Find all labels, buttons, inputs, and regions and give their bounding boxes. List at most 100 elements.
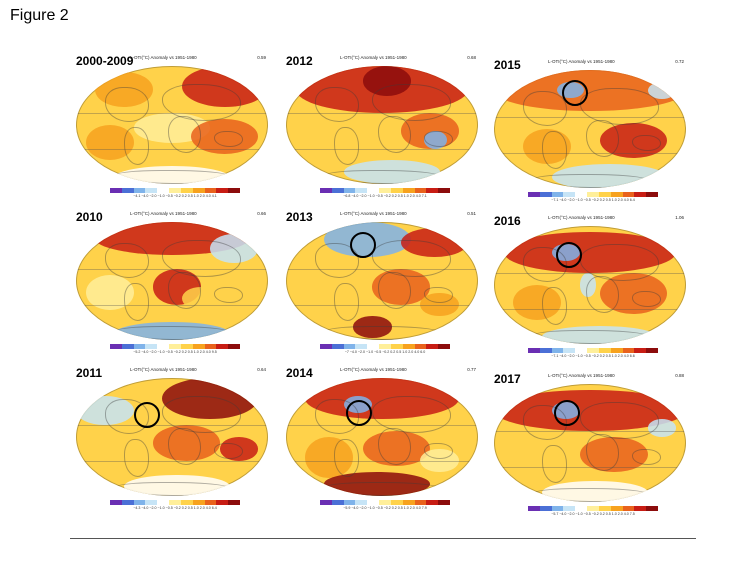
- color-scale-bar: [320, 188, 450, 193]
- color-scale-swatch: [121, 500, 134, 505]
- color-scale-swatch: [646, 506, 658, 511]
- color-scale-swatch: [157, 344, 170, 349]
- continent-outline: [372, 83, 452, 122]
- color-scale-swatch: [610, 506, 623, 511]
- anomaly-map-panel: 2010 L-OTI(°C) Anomaly vs 1951-1980 0.66 −5…: [72, 208, 272, 366]
- color-scale-swatch: [646, 348, 658, 353]
- color-scale-swatch: [204, 500, 217, 505]
- highlight-circle: [556, 242, 582, 268]
- color-scale-swatch: [110, 500, 122, 505]
- color-scale-swatch: [169, 344, 181, 349]
- continent-outline: [586, 433, 619, 471]
- color-scale-swatch: [133, 500, 146, 505]
- map-gridlines: [76, 378, 268, 496]
- panel-global-mean: 0.77: [467, 367, 476, 372]
- color-scale-swatch: [121, 188, 134, 193]
- color-scale-swatch: [610, 192, 623, 197]
- color-scale-swatch: [390, 500, 403, 505]
- panel-year: 2011: [76, 366, 103, 380]
- color-scale-labels: −7.1 −4.0 −2.0 −1.0 −0.5 −0.2 0.2 0.5 1.…: [551, 198, 635, 202]
- color-scale-bar: [320, 500, 450, 505]
- color-scale-swatch: [133, 188, 146, 193]
- color-scale-swatch: [157, 500, 170, 505]
- continent-outline: [580, 401, 660, 440]
- color-scale-swatch: [414, 344, 427, 349]
- map-gridlines: [494, 226, 686, 344]
- color-scale-swatch: [634, 506, 647, 511]
- color-scale-swatch: [438, 500, 450, 505]
- anomaly-map-panel: 2016 L-OTI(°C) Anomaly vs 1951-1980 1.06 −7…: [490, 212, 690, 370]
- color-scale-swatch: [192, 188, 205, 193]
- continent-outline: [324, 325, 442, 340]
- anomaly-map-panel: 2014 L-OTI(°C) Anomaly vs 1951-1980 0.77 −5…: [282, 364, 482, 522]
- color-scale-swatch: [192, 344, 205, 349]
- color-scale-swatch: [563, 506, 576, 511]
- panel-subtitle: L-OTI(°C) Anomaly vs 1951-1980: [340, 55, 407, 60]
- color-scale-swatch: [379, 500, 391, 505]
- continent-outline: [124, 127, 150, 165]
- panel-global-mean: 0.51: [467, 211, 476, 216]
- color-scale-swatch: [438, 344, 450, 349]
- continent-outline: [632, 290, 662, 308]
- map-gridlines: [76, 66, 268, 184]
- continent-outline: [424, 442, 454, 460]
- continent-outline: [168, 115, 201, 153]
- continent-outline: [378, 115, 411, 153]
- color-scale-swatch: [390, 188, 403, 193]
- panel-global-mean: 0.72: [675, 59, 684, 64]
- color-scale-swatch: [180, 344, 193, 349]
- color-scale-swatch: [414, 500, 427, 505]
- continent-outline: [162, 239, 242, 278]
- continent-outline: [104, 87, 150, 123]
- continent-outline: [580, 243, 660, 282]
- panel-global-mean: 0.59: [257, 55, 266, 60]
- panel-year: 2013: [286, 210, 313, 224]
- color-scale-labels: −5.9 −4.0 −2.0 −1.0 −0.5 −0.2 0.2 0.5 1.…: [343, 506, 427, 510]
- color-scale-swatch: [598, 192, 611, 197]
- color-scale-swatch: [228, 344, 240, 349]
- world-map: [494, 70, 686, 188]
- color-scale-swatch: [367, 500, 380, 505]
- color-scale-swatch: [402, 500, 415, 505]
- continent-outline: [372, 239, 452, 278]
- world-map: [76, 378, 268, 496]
- color-scale-swatch: [575, 348, 588, 353]
- continent-outline: [324, 169, 442, 184]
- color-scale-swatch: [355, 500, 368, 505]
- panel-global-mean: 0.88: [675, 373, 684, 378]
- color-scale-swatch: [634, 348, 647, 353]
- highlight-circle: [134, 402, 160, 428]
- color-scale-swatch: [622, 192, 635, 197]
- color-scale-swatch: [426, 188, 439, 193]
- color-scale-swatch: [343, 188, 356, 193]
- color-scale-swatch: [331, 344, 344, 349]
- color-scale-swatch: [575, 506, 588, 511]
- panel-global-mean: 0.66: [257, 211, 266, 216]
- panel-global-mean: 1.06: [675, 215, 684, 220]
- map-gridlines: [286, 222, 478, 340]
- color-scale-labels: −4.3 −4.0 −2.0 −1.0 −0.5 −0.2 0.2 0.5 1.…: [133, 506, 217, 510]
- color-scale-swatch: [204, 344, 217, 349]
- color-scale-swatch: [539, 348, 552, 353]
- color-scale-swatch: [622, 506, 635, 511]
- color-scale-swatch: [426, 344, 439, 349]
- highlight-circle: [554, 400, 580, 426]
- color-scale-bar: [528, 348, 658, 353]
- panel-year: 2017: [494, 372, 521, 386]
- panel-subtitle: L-OTI(°C) Anomaly vs 1951-1980: [130, 55, 197, 60]
- continent-outline: [114, 481, 232, 496]
- color-scale-swatch: [216, 188, 229, 193]
- color-scale-swatch: [587, 192, 599, 197]
- color-scale-swatch: [331, 500, 344, 505]
- figure-label: Figure 2: [10, 7, 69, 24]
- continent-outline: [214, 442, 244, 460]
- color-scale-bar: [528, 192, 658, 197]
- continent-outline: [542, 287, 568, 325]
- color-scale-swatch: [355, 344, 368, 349]
- color-scale-swatch: [145, 500, 158, 505]
- continent-outline: [586, 119, 619, 157]
- panel-year: 2012: [286, 54, 313, 68]
- color-scale-labels: −7.1 −4.0 −2.0 −1.0 −0.5 −0.2 0.2 0.5 1.…: [551, 354, 635, 358]
- color-scale-swatch: [379, 188, 391, 193]
- color-scale-swatch: [320, 500, 332, 505]
